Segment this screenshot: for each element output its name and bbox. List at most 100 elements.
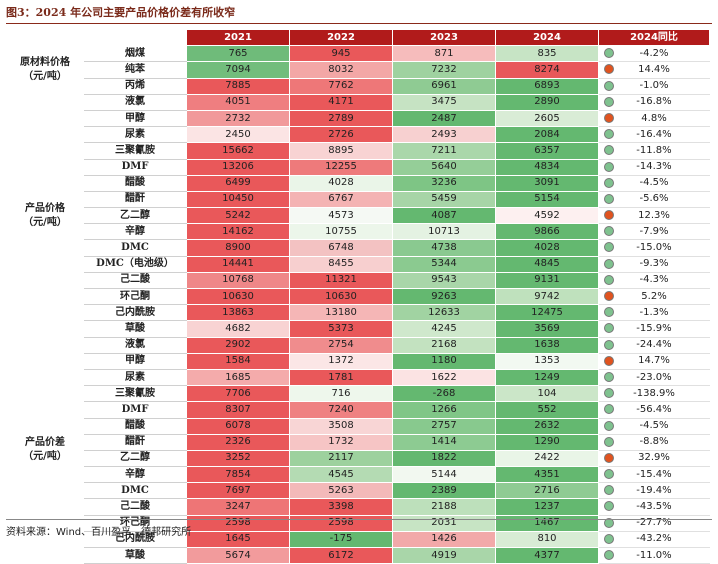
value-cell: 7885: [186, 77, 290, 95]
value-cell: 716: [289, 385, 393, 403]
value-cell: 2117: [289, 449, 393, 468]
header-blank: [83, 28, 187, 47]
value-cell: 2598: [289, 514, 393, 532]
table-row: 甲醇 1584 1372 1180 1353 14.7%: [7, 352, 710, 370]
table-row: 草酸 5674 6172 4919 4377 -11.0%: [7, 546, 710, 564]
value-cell: 1822: [392, 449, 496, 468]
value-cell: 4592: [495, 207, 599, 225]
table-row: 醋酐 10450 6767 5459 5154 -5.6%: [7, 190, 710, 209]
yoy-cell: -9.3%: [598, 255, 710, 273]
value-cell: 1180: [392, 352, 496, 370]
yoy-value: 14.4%: [638, 63, 670, 75]
value-cell: 4245: [392, 320, 496, 338]
value-cell: 945: [289, 45, 393, 63]
value-cell: 4545: [289, 466, 393, 484]
item-name: 三聚氰胺: [83, 142, 187, 160]
item-name: 辛醇: [83, 466, 187, 484]
yoy-value: -11.0%: [636, 549, 672, 561]
table-row: 尿素 1685 1781 1622 1249 -23.0%: [7, 368, 710, 387]
item-name: 尿素: [83, 368, 187, 387]
table-row: DMF 13206 12255 5640 4834 -14.3%: [7, 158, 710, 176]
table-row: 醋酸 6078 3508 2757 2632 -4.5%: [7, 417, 710, 435]
value-cell: 2188: [392, 498, 496, 516]
table-row: 纯苯 7094 8032 7232 8274 14.4%: [7, 61, 710, 79]
yoy-value: -43.5%: [636, 501, 672, 513]
yoy-cell: -138.9%: [598, 385, 710, 403]
decrease-dot-icon: [604, 80, 614, 91]
decrease-dot-icon: [604, 242, 614, 253]
value-cell: 7232: [392, 61, 496, 79]
yoy-cell: 14.7%: [598, 352, 710, 370]
yoy-cell: -1.0%: [598, 77, 710, 95]
value-cell: 2326: [186, 433, 290, 451]
value-cell: 1290: [495, 433, 599, 451]
yoy-value: 12.3%: [638, 209, 670, 221]
yoy-value: -7.9%: [639, 225, 669, 237]
item-name: 丙烯: [83, 77, 187, 95]
table-row: 醋酐 2326 1732 1414 1290 -8.8%: [7, 433, 710, 451]
value-cell: 5263: [289, 482, 393, 500]
value-cell: 7762: [289, 77, 393, 95]
value-cell: 5154: [495, 190, 599, 209]
yoy-value: -27.7%: [636, 517, 672, 529]
value-cell: 1645: [186, 530, 290, 549]
yoy-value: 4.8%: [641, 112, 667, 124]
yoy-cell: -27.7%: [598, 514, 710, 532]
value-cell: 15662: [186, 142, 290, 160]
value-cell: 10755: [289, 223, 393, 241]
value-cell: 810: [495, 530, 599, 549]
value-cell: 5459: [392, 190, 496, 209]
yoy-value: -8.8%: [639, 436, 669, 448]
yoy-cell: -11.8%: [598, 142, 710, 160]
value-cell: 4738: [392, 239, 496, 257]
decrease-dot-icon: [604, 129, 614, 140]
yoy-cell: 5.2%: [598, 287, 710, 306]
yoy-value: -56.4%: [636, 403, 672, 415]
yoy-value: -16.8%: [636, 96, 672, 108]
value-cell: 6748: [289, 239, 393, 257]
value-cell: 6767: [289, 190, 393, 209]
yoy-value: -15.9%: [636, 322, 672, 334]
yoy-cell: -11.0%: [598, 546, 710, 564]
figure-title: 图3：2024 年公司主要产品价格价差有所收窄: [6, 6, 236, 19]
decrease-dot-icon: [604, 48, 614, 59]
title-divider: [6, 23, 712, 24]
yoy-cell: -43.5%: [598, 498, 710, 516]
yoy-value: 5.2%: [641, 290, 667, 302]
value-cell: 6172: [289, 546, 393, 564]
value-cell: 3247: [186, 498, 290, 516]
header-2024: 2024: [495, 28, 599, 47]
table-row: 原材料价格 （元/吨） 烟煤 765 945 871 835 -4.2%: [6, 45, 710, 95]
value-cell: 1266: [392, 401, 496, 419]
value-cell: 2389: [392, 482, 496, 500]
value-cell: 4028: [495, 239, 599, 257]
value-cell: 6499: [186, 174, 290, 192]
item-name: 尿素: [83, 126, 187, 144]
decrease-dot-icon: [604, 388, 614, 399]
value-cell: 2598: [186, 514, 290, 532]
value-cell: 3398: [289, 498, 393, 516]
yoy-value: 32.9%: [638, 452, 670, 464]
yoy-value: -24.4%: [636, 339, 672, 351]
yoy-value: -4.5%: [639, 420, 669, 432]
header-2022: 2022: [289, 28, 393, 47]
value-cell: 2757: [392, 417, 496, 435]
item-name: 纯苯: [83, 61, 187, 79]
value-cell: 13206: [186, 158, 290, 176]
value-cell: 4051: [186, 93, 290, 111]
value-cell: 1732: [289, 433, 393, 451]
decrease-dot-icon: [604, 371, 614, 382]
value-cell: 10630: [289, 287, 393, 306]
value-cell: 9866: [495, 223, 599, 241]
item-name: 乙二醇: [83, 207, 187, 225]
source-note: 资料来源：Wind、百川盈孚、德邦研究所: [6, 527, 192, 538]
value-cell: 4087: [392, 207, 496, 225]
value-cell: 2084: [495, 126, 599, 144]
value-cell: 11321: [289, 271, 393, 290]
yoy-value: -1.3%: [639, 306, 669, 318]
header-yoy: 2024同比: [598, 28, 710, 47]
decrease-dot-icon: [604, 485, 614, 496]
yoy-cell: -15.9%: [598, 320, 710, 338]
yoy-cell: -8.8%: [598, 433, 710, 451]
yoy-cell: -15.4%: [598, 466, 710, 484]
